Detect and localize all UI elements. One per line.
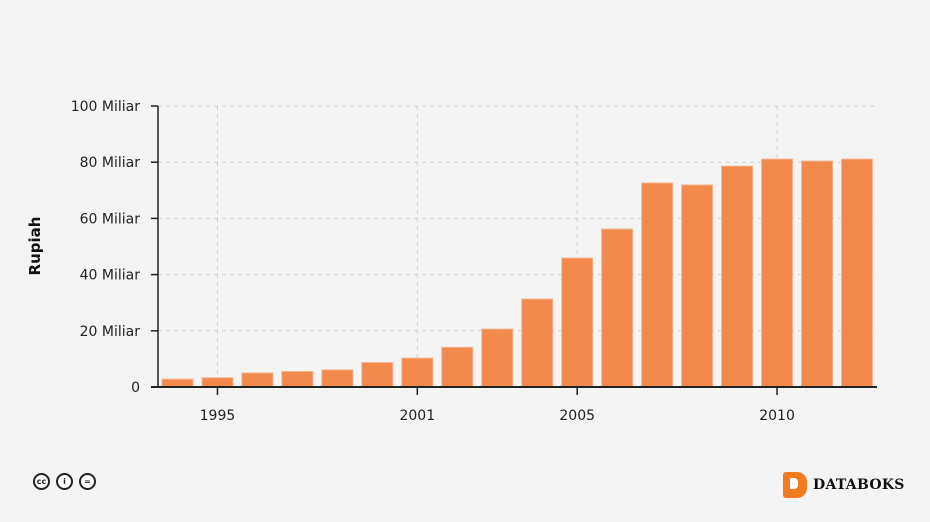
by-icon: i — [56, 473, 73, 490]
axes: 0 20 Miliar 40 Miliar 60 Miliar 80 Miliar 100… — [71, 99, 877, 424]
databoks-logo-icon — [783, 472, 807, 498]
bar-2002 — [441, 346, 474, 388]
y-tick-label: 40 Miliar — [80, 268, 141, 284]
bar-2005 — [561, 257, 594, 388]
y-tick-label: 60 Miliar — [80, 211, 141, 227]
nd-icon: = — [79, 473, 96, 490]
bar-2012 — [840, 158, 873, 388]
bar-2003 — [481, 328, 514, 388]
bar-1997 — [281, 371, 314, 388]
bar-2008 — [681, 184, 714, 388]
bar-2004 — [521, 298, 554, 388]
bar-1999 — [361, 362, 394, 388]
bar-chart: 0 20 Miliar 40 Miliar 60 Miliar 80 Miliar 100… — [26, 99, 877, 424]
bar-2010 — [761, 158, 794, 388]
y-axis-label: Rupiah — [26, 217, 44, 276]
x-tick-label: 2001 — [399, 408, 435, 424]
bar-1998 — [321, 369, 354, 388]
x-tick-label: 2010 — [759, 408, 795, 424]
license-icons: cc i = — [33, 473, 96, 490]
x-tick-label: 1995 — [200, 408, 236, 424]
bar-2007 — [641, 182, 674, 388]
brand-name: DATABOKS — [813, 477, 905, 493]
x-tick-label: 2005 — [559, 408, 595, 424]
bar-2011 — [801, 160, 834, 388]
bar-1994 — [161, 378, 194, 388]
y-tick-label: 0 — [131, 380, 140, 396]
bar-2001 — [401, 357, 434, 388]
y-tick-label: 20 Miliar — [80, 324, 141, 340]
bar-2006 — [601, 228, 634, 388]
bars — [161, 158, 873, 388]
databoks-logo[interactable]: DATABOKS — [783, 472, 905, 498]
bar-1996 — [241, 372, 274, 388]
bar-2009 — [721, 165, 754, 388]
cc-icon: cc — [33, 473, 50, 490]
y-tick-label: 100 Miliar — [71, 99, 140, 115]
bar-1995 — [201, 377, 234, 388]
y-tick-label: 80 Miliar — [80, 155, 141, 171]
